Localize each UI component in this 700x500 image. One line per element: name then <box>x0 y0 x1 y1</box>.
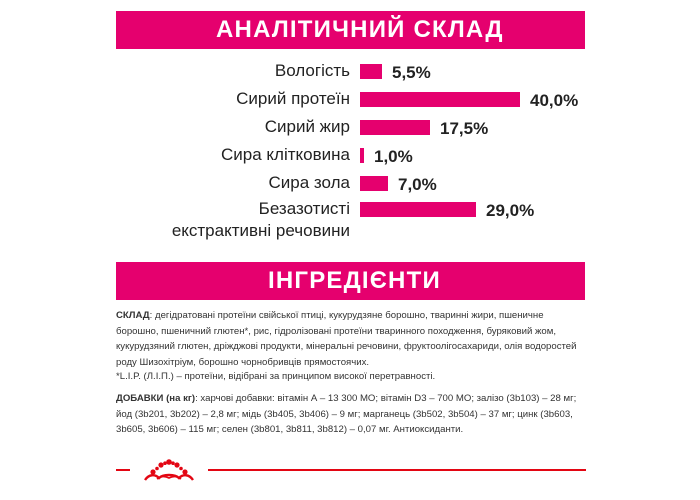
composition-paragraph: СКЛАД: дегідратовані протеїни свійської … <box>116 308 586 370</box>
row-label: Безазотисті екстрактивні речовини <box>172 198 350 242</box>
row-value: 17,5% <box>440 119 489 138</box>
row-bar <box>360 176 388 191</box>
row-value: 7,0% <box>398 175 437 194</box>
ingredients-banner: ІНГРЕДІЄНТИ <box>116 262 585 300</box>
row-bar <box>360 64 382 79</box>
row-label: Сирий жир <box>264 117 350 136</box>
footnote: *L.I.P. (Л.І.П.) – протеїни, відібрані з… <box>116 369 586 385</box>
footer-line-right <box>208 469 586 471</box>
footnote-text: *L.I.P. (Л.І.П.) – протеїни, відібрані з… <box>116 371 436 382</box>
row-value: 1,0% <box>374 147 413 166</box>
row-label: Сирий протеїн <box>236 89 350 108</box>
analysis-banner: АНАЛІТИЧНИЙ СКЛАД <box>116 11 585 49</box>
composition-text: : дегідратовані протеїни свійської птиці… <box>116 310 577 368</box>
row-value: 5,5% <box>392 63 431 82</box>
row-label: Сира зола <box>268 173 350 192</box>
row-bar <box>360 148 364 163</box>
analysis-title: АНАЛІТИЧНИЙ СКЛАД <box>216 16 504 43</box>
footer-line-left <box>116 469 130 471</box>
row-label: Вологість <box>274 61 350 80</box>
row-value: 40,0% <box>530 91 579 110</box>
composition-label: СКЛАД <box>116 310 150 321</box>
row-label: Сира клітковина <box>221 145 350 164</box>
row-label-line: Безазотисті <box>258 199 350 218</box>
row-value: 29,0% <box>486 201 535 220</box>
row-bar <box>360 92 520 107</box>
royal-canin-crown-icon <box>144 459 194 481</box>
row-label-line: екстрактивні речовини <box>171 221 350 240</box>
ingredients-title: ІНГРЕДІЄНТИ <box>268 267 441 294</box>
additives-label: ДОБАВКИ (на кг) <box>116 393 196 404</box>
row-bar <box>360 202 476 217</box>
additives-paragraph: ДОБАВКИ (на кг): харчові добавки: вітамі… <box>116 391 586 438</box>
additives-text: : харчові добавки: вітамін А – 13 300 МО… <box>116 393 577 436</box>
row-bar <box>360 120 430 135</box>
